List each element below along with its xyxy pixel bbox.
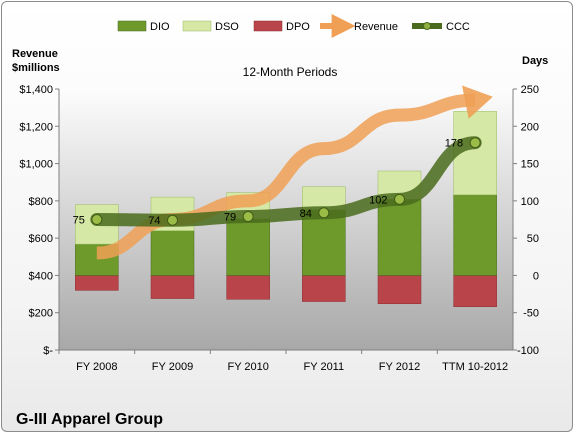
right-axis-tick-label: 100 bbox=[521, 196, 539, 208]
footer-title: G-III Apparel Group bbox=[16, 411, 163, 428]
right-axis-tick-label: 50 bbox=[527, 233, 539, 245]
bar-dio bbox=[453, 194, 497, 276]
right-axis-tick-label: 0 bbox=[533, 270, 539, 282]
left-axis-title-line1: Revenue bbox=[12, 48, 58, 60]
bar-dpo bbox=[75, 275, 119, 291]
legend-label-dpo: DPO bbox=[286, 21, 310, 33]
bar-dpo bbox=[226, 275, 270, 300]
legend-label-ccc: CCC bbox=[446, 21, 470, 33]
bar-dpo bbox=[302, 275, 346, 302]
bar-dpo bbox=[453, 275, 497, 307]
ccc-data-label: 74 bbox=[148, 215, 160, 227]
left-axis-tick-label: $1,000 bbox=[19, 159, 53, 171]
legend-swatch-dio bbox=[117, 20, 147, 32]
chart-title: 12-Month Periods bbox=[243, 65, 338, 79]
x-axis-category-label: FY 2011 bbox=[304, 361, 345, 373]
left-axis-tick-label: $600 bbox=[29, 233, 53, 245]
left-axis-tick-label: $1,200 bbox=[19, 121, 53, 133]
legend-label-dio: DIO bbox=[150, 21, 170, 33]
left-axis-tick-label: $200 bbox=[29, 308, 53, 320]
legend-swatch-ccc-marker bbox=[423, 22, 431, 30]
legend-swatch-dpo bbox=[253, 20, 283, 32]
x-axis-category-label: FY 2008 bbox=[76, 361, 117, 373]
ccc-point bbox=[167, 214, 178, 226]
right-axis-tick-label: 150 bbox=[521, 159, 539, 171]
bar-dpo bbox=[377, 275, 422, 305]
ccc-point bbox=[394, 193, 405, 205]
ccc-point bbox=[91, 214, 103, 225]
bar-dpo bbox=[150, 275, 195, 299]
bar-dio bbox=[150, 230, 195, 276]
revenue-arrow-head bbox=[462, 85, 493, 119]
legend-swatch-dso bbox=[182, 20, 212, 32]
legend-label-revenue: Revenue bbox=[354, 21, 398, 33]
left-axis-title-line2: $millions bbox=[12, 62, 60, 74]
bar-dio bbox=[377, 199, 422, 276]
bar-dio bbox=[226, 218, 270, 276]
bars bbox=[75, 111, 497, 307]
ccc-point bbox=[469, 137, 481, 149]
right-axis-title: Days bbox=[522, 55, 548, 67]
left-axis-tick-label: $1,400 bbox=[19, 84, 53, 96]
ccc-data-label: 79 bbox=[224, 212, 236, 224]
left-axis-tick-label: $400 bbox=[29, 270, 53, 282]
bar-dio bbox=[302, 209, 346, 276]
ccc-data-label: 102 bbox=[369, 194, 387, 206]
ccc-point bbox=[242, 211, 254, 223]
x-axis-category-label: TTM 10-2012 bbox=[442, 361, 508, 373]
right-axis-tick-label: 250 bbox=[521, 84, 539, 96]
legend-label-dso: DSO bbox=[215, 21, 239, 33]
ccc-point bbox=[318, 207, 330, 219]
ccc-data-label: 178 bbox=[445, 138, 463, 150]
ccc-data-label: 75 bbox=[73, 215, 85, 227]
ccc-data-label: 84 bbox=[300, 208, 312, 220]
left-axis: $- $200 $400 $600 $800 $1,000 $1,200 $1,400 bbox=[19, 84, 59, 357]
x-axis: FY 2008 FY 2009 FY 2010 FY 2011 FY 2012 TTM 1… bbox=[58, 350, 508, 373]
ccc-line: 75 74 79 84 102 178 bbox=[73, 136, 482, 227]
right-axis: -100 -50 0 50 100 150 200 250 bbox=[513, 84, 539, 357]
x-axis-category-label: FY 2012 bbox=[379, 361, 420, 373]
left-axis-tick-label: $- bbox=[43, 345, 53, 357]
right-axis-tick-label: 200 bbox=[521, 121, 539, 133]
right-axis-tick-label: -50 bbox=[523, 308, 539, 320]
x-axis-category-label: FY 2009 bbox=[152, 361, 193, 373]
legend: DIO DSO DPO Revenue CCC bbox=[117, 14, 470, 38]
left-axis-tick-label: $800 bbox=[29, 196, 53, 208]
right-axis-tick-label: -100 bbox=[517, 345, 539, 357]
x-axis-category-label: FY 2010 bbox=[227, 361, 268, 373]
